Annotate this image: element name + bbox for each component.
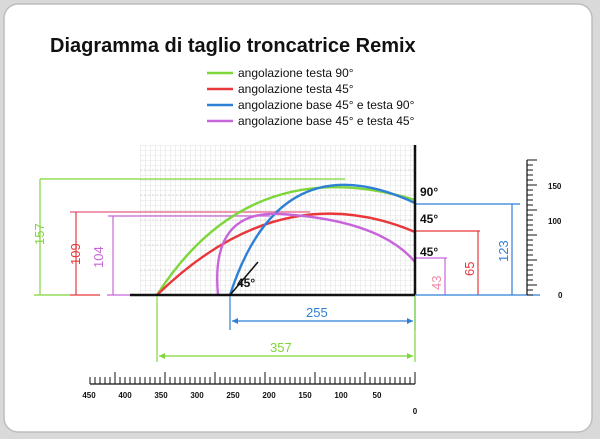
dimension-357: 357 xyxy=(156,296,416,362)
horizontal-scale-label: 350 xyxy=(154,391,168,400)
legend-label-violet: angolazione base 45° e testa 45° xyxy=(238,114,415,128)
vertical-scale-label-100: 100 xyxy=(548,217,562,226)
vertical-scale-label-0: 0 xyxy=(558,291,563,300)
curve-base45-head90 xyxy=(228,183,416,296)
curve-base45-head45 xyxy=(216,212,416,296)
legend-label-blue: angolazione base 45° e testa 90° xyxy=(238,98,415,112)
dimension-65: 65 xyxy=(462,231,479,295)
diagram-title: Diagramma di taglio troncatrice Remix xyxy=(50,35,416,57)
dim-label-104: 104 xyxy=(91,246,106,268)
legend: angolazione testa 90° angolazione testa … xyxy=(207,66,415,128)
horizontal-scale-label: 400 xyxy=(118,391,132,400)
horizontal-scale-label: 50 xyxy=(373,391,382,400)
angle-label-90: 90° xyxy=(420,185,438,199)
legend-item-violet: angolazione base 45° e testa 45° xyxy=(207,114,415,128)
horizontal-scale-label: 200 xyxy=(262,391,276,400)
base-angle-line xyxy=(229,261,259,296)
legend-label-green: angolazione testa 90° xyxy=(238,66,354,80)
dimension-157: 157 xyxy=(32,179,70,296)
dimension-43: 43 xyxy=(429,258,446,295)
horizontal-scale-label: 450 xyxy=(82,391,96,400)
curve-head-45 xyxy=(156,212,416,296)
dimension-109: 109 xyxy=(68,212,100,296)
dim-label-157: 157 xyxy=(32,223,47,245)
angle-label-45-middle: 45° xyxy=(420,212,438,226)
legend-label-red: angolazione testa 45° xyxy=(238,82,354,96)
angle-label-45-base: 45° xyxy=(237,276,255,290)
dimension-123: 123 xyxy=(496,204,513,295)
vertical-ruler: 150 100 0 xyxy=(526,159,563,300)
dim-label-109: 109 xyxy=(68,243,83,265)
dim-label-357: 357 xyxy=(270,340,292,355)
horizontal-scale-label: 150 xyxy=(298,391,312,400)
dim-label-43: 43 xyxy=(429,276,444,290)
dim-label-65: 65 xyxy=(462,262,477,276)
horizontal-ruler: 450 400 350 300 250 200 150 100 50 0 xyxy=(82,372,418,416)
dim-label-123: 123 xyxy=(496,240,511,262)
vertical-scale-label-150: 150 xyxy=(548,182,562,191)
horizontal-scale-label: 0 xyxy=(413,407,418,416)
curve-head-90 xyxy=(155,186,416,296)
horizontal-scale-label: 250 xyxy=(226,391,240,400)
dimension-104: 104 xyxy=(91,216,130,296)
legend-item-green: angolazione testa 90° xyxy=(207,66,354,80)
angle-label-45-lower: 45° xyxy=(420,245,438,259)
horizontal-scale-label: 300 xyxy=(190,391,204,400)
legend-item-red: angolazione testa 45° xyxy=(207,82,354,96)
horizontal-scale-label: 100 xyxy=(334,391,348,400)
legend-item-blue: angolazione base 45° e testa 90° xyxy=(207,98,415,112)
dim-label-255: 255 xyxy=(306,305,328,320)
